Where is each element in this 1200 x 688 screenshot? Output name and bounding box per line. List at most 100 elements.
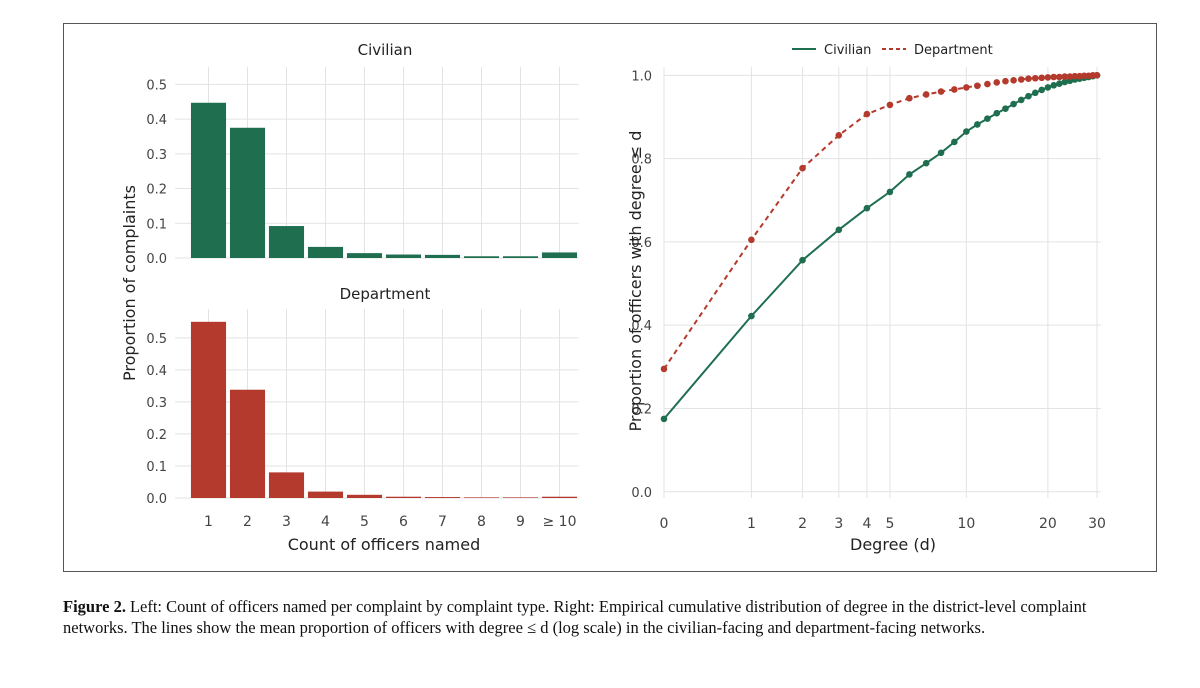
department-bar-8 — [463, 497, 500, 498]
department-point — [1031, 74, 1039, 82]
department-xtick-label: 1 — [204, 514, 213, 530]
civilian-ytick-label: 0.0 — [146, 252, 167, 267]
department-point — [906, 94, 913, 102]
department-point — [863, 110, 871, 118]
cdf-xtick-label: 5 — [885, 516, 894, 532]
department-point — [937, 88, 945, 95]
civilian-bar-6 — [385, 254, 422, 258]
department-point — [1056, 73, 1063, 81]
cdf-ytick-label: 0.0 — [631, 486, 652, 501]
department-ytick-label: 0.2 — [146, 428, 167, 443]
department-bar-4 — [307, 491, 344, 498]
figure-frame: Civilian 0.0 0.1 0.2 0.3 0.4 0.5 Department 0… — [63, 23, 1157, 572]
cdf-xtick-label: 2 — [798, 516, 807, 532]
bar-x-axis-label: Count of officers named — [288, 535, 481, 554]
civilian-point — [963, 128, 970, 135]
department-point — [1066, 73, 1074, 80]
civilian-bar-3 — [268, 226, 305, 258]
department-point — [963, 84, 970, 91]
department-bar-3 — [268, 472, 305, 498]
civilian-ytick-label: 0.5 — [146, 78, 167, 93]
cdf-ytick-label: 0.2 — [631, 402, 652, 417]
civilian-bar-4 — [307, 246, 344, 258]
department-point — [886, 101, 894, 109]
department-point — [799, 164, 806, 172]
cdf-xtick-label: 10 — [957, 516, 975, 532]
department-bar-2 — [229, 389, 266, 498]
department-xtick-label: 5 — [360, 514, 369, 530]
department-bar-5 — [346, 494, 383, 498]
department-point — [1050, 73, 1058, 81]
department-xtick-label: 7 — [438, 514, 447, 530]
department-xtick-label: 2 — [243, 514, 252, 530]
bar-y-axis-label: Proportion of complaints — [120, 185, 139, 381]
cdf-xtick-label: 30 — [1088, 516, 1106, 532]
caption-text: Left: Count of officers named per compla… — [63, 597, 1087, 637]
department-xtick-label: 4 — [321, 514, 330, 530]
department-ytick-label: 0.0 — [146, 492, 167, 507]
department-bar-6 — [385, 496, 422, 498]
cdf-line-panel: 0.0 0.2 0.4 0.6 0.8 1.0 0 1 2 3 4 5 10 20 30 — [631, 67, 1106, 532]
cdf-y-axis-label: Proportion of officers with degree ≤ d — [626, 131, 645, 432]
department-point — [1002, 77, 1009, 85]
department-point — [1017, 76, 1025, 83]
department-point — [1071, 72, 1079, 80]
civilian-point — [922, 159, 930, 167]
department-bar-9 — [502, 497, 539, 498]
figure-canvas: Civilian 0.0 0.1 0.2 0.3 0.4 0.5 Department 0… — [120, 41, 1106, 554]
civilian-point — [1038, 86, 1046, 94]
department-bar-10 — [541, 496, 578, 498]
civilian-point — [937, 149, 945, 157]
figure-caption: Figure 2. Left: Count of officers named p… — [63, 596, 1143, 638]
cdf-ytick-label: 0.6 — [631, 236, 652, 251]
department-xtick-label: 3 — [282, 514, 291, 530]
department-xtick-label: ≥ 10 — [543, 514, 577, 530]
civilian-panel-title: Civilian — [358, 41, 413, 59]
civilian-point — [1050, 82, 1058, 89]
legend-label-civilian: Civilian — [824, 43, 871, 58]
department-bar-panel: Department 0.0 0.1 0.2 0.3 0.4 0.5 1 2 3 4 5 6 7 8 9 ≥… — [146, 285, 579, 530]
civilian-point — [1002, 105, 1009, 112]
cdf-xtick-label: 3 — [834, 516, 843, 532]
civilian-point — [906, 171, 913, 178]
civilian-series-line — [663, 74, 1098, 420]
civilian-bar-10 — [541, 252, 578, 258]
civilian-bar-panel: Civilian 0.0 0.1 0.2 0.3 0.4 0.5 — [146, 41, 579, 267]
civilian-point — [835, 226, 843, 234]
department-ytick-label: 0.5 — [146, 332, 167, 347]
cdf-ytick-label: 1.0 — [631, 69, 652, 84]
department-point — [1010, 77, 1017, 84]
department-ytick-label: 0.1 — [146, 460, 167, 475]
civilian-point — [1010, 100, 1017, 108]
civilian-bar-9 — [502, 256, 539, 258]
cdf-x-axis-label: Degree (d) — [850, 535, 936, 554]
civilian-point — [1056, 80, 1063, 87]
department-point — [984, 80, 991, 88]
cdf-ytick-label: 0.8 — [631, 153, 652, 168]
civilian-point — [660, 415, 668, 423]
cdf-xtick-label: 0 — [660, 516, 669, 532]
department-xtick-label: 6 — [399, 514, 408, 530]
civilian-bar-1 — [190, 102, 227, 258]
civilian-ytick-label: 0.4 — [146, 113, 167, 128]
civilian-point — [748, 312, 755, 320]
department-xtick-label: 8 — [477, 514, 486, 530]
civilian-point — [863, 204, 871, 212]
civilian-point — [1017, 96, 1025, 104]
cdf-xtick-label: 4 — [862, 516, 871, 532]
cdf-legend: Civilian Department — [792, 43, 993, 58]
cdf-xtick-label: 1 — [747, 516, 756, 532]
civilian-bar-7 — [424, 254, 461, 258]
cdf-ytick-label: 0.4 — [631, 319, 652, 334]
department-bar-1 — [190, 321, 227, 498]
civilian-point — [993, 109, 1001, 117]
department-point — [922, 91, 930, 98]
civilian-point — [984, 115, 991, 122]
department-ytick-label: 0.3 — [146, 396, 167, 411]
department-point — [1025, 75, 1032, 82]
civilian-point — [886, 188, 894, 196]
civilian-ytick-label: 0.2 — [146, 183, 167, 198]
civilian-bar-2 — [229, 127, 266, 258]
department-point — [1093, 72, 1101, 79]
civilian-point — [974, 121, 981, 128]
